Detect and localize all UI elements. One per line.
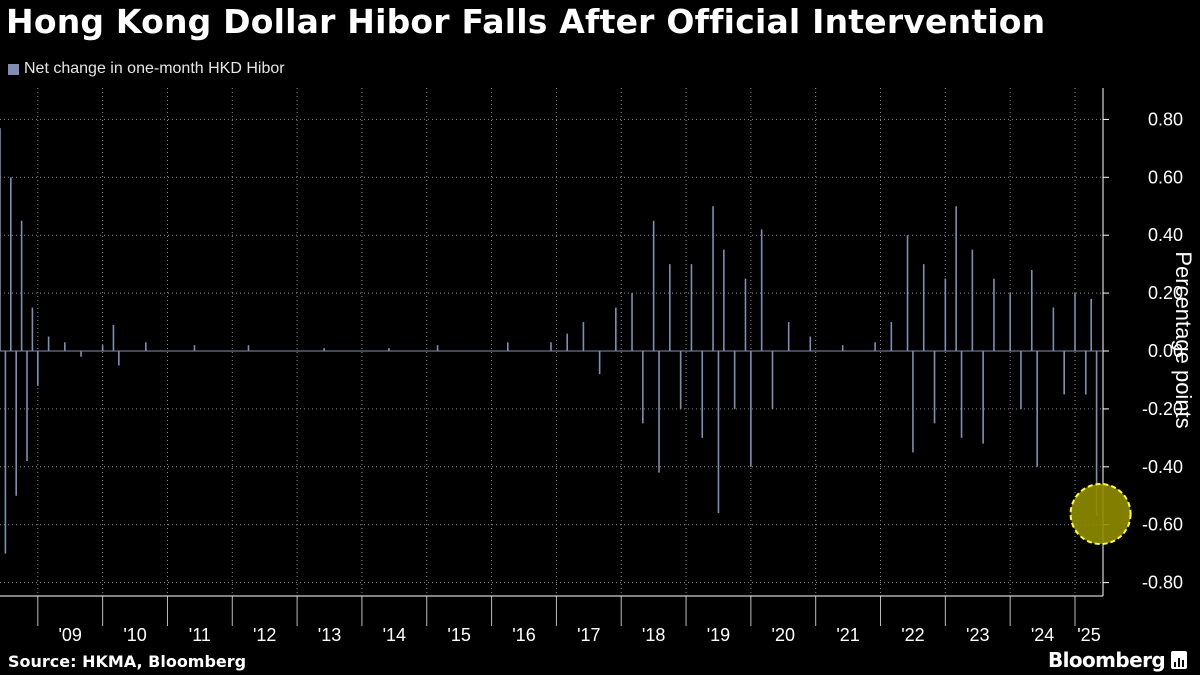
x-tick-label: '17	[577, 625, 600, 645]
x-tick-label: '24	[1031, 625, 1054, 645]
chart-title: Hong Kong Dollar Hibor Falls After Offic…	[6, 2, 1046, 41]
x-tick-label: '13	[318, 625, 341, 645]
bars-icon	[1171, 651, 1188, 669]
brand-name: Bloomberg	[1048, 648, 1166, 672]
brand-logo: Bloomberg	[1048, 648, 1188, 672]
y-tick-label: 0.40	[1148, 225, 1183, 245]
y-tick-label: -0.80	[1142, 573, 1183, 593]
x-tick-label: '20	[772, 625, 795, 645]
y-axis-title: Percentage points	[1171, 251, 1196, 428]
y-tick-label: 0.00	[1148, 341, 1183, 361]
x-tick-label: '19	[707, 625, 730, 645]
x-tick-label: '15	[447, 625, 470, 645]
source-note: Source: HKMA, Bloomberg	[8, 652, 247, 671]
x-tick-label: '21	[836, 625, 859, 645]
x-tick-label: '10	[123, 625, 146, 645]
y-tick-label: 0.20	[1148, 283, 1183, 303]
y-tick-label: -0.20	[1142, 399, 1183, 419]
legend: Net change in one-month HKD Hibor	[8, 60, 285, 78]
x-tick-label: '09	[58, 625, 81, 645]
legend-label: Net change in one-month HKD Hibor	[24, 60, 285, 77]
x-tick-label: '12	[253, 625, 276, 645]
y-tick-label: 0.60	[1148, 167, 1183, 187]
y-tick-label: -0.40	[1142, 457, 1183, 477]
x-tick-label: '25	[1077, 625, 1100, 645]
legend-swatch	[8, 63, 19, 75]
y-tick-label: -0.60	[1142, 515, 1183, 535]
series-bars	[0, 128, 1098, 554]
highlight-circle	[1069, 483, 1132, 546]
x-tick-label: '16	[512, 625, 535, 645]
y-tick-label: 0.80	[1148, 109, 1183, 129]
x-tick-label: '11	[189, 625, 211, 645]
x-tick-label: '18	[642, 625, 665, 645]
x-tick-label: '23	[966, 625, 989, 645]
x-tick-label: '14	[383, 625, 406, 645]
x-tick-label: '22	[901, 625, 924, 645]
